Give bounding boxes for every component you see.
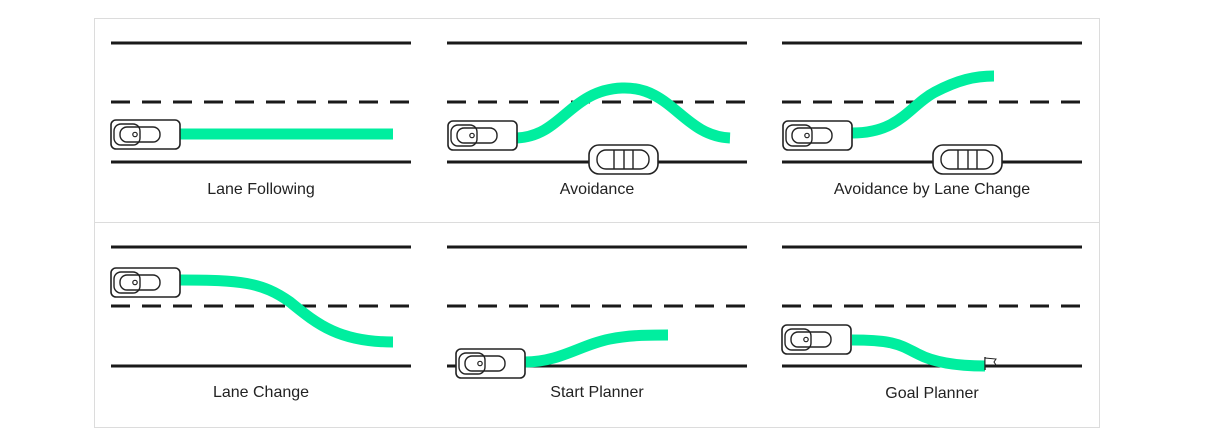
- panel-lane-following: Lane Following: [110, 41, 411, 198]
- panel-label: Goal Planner: [885, 385, 979, 402]
- planned-path: [516, 82, 731, 144]
- panel-label: Avoidance: [560, 181, 635, 198]
- panel-avoidance: Avoidance: [447, 41, 747, 198]
- panel-start-planner: Start Planner: [447, 245, 747, 401]
- panel-label: Start Planner: [550, 384, 644, 401]
- panel-lane-change: Lane Change: [110, 245, 411, 401]
- ego-car-icon: [110, 267, 181, 298]
- panel-avoidance-by-lane-change: Avoidance by Lane Change: [782, 41, 1082, 198]
- ego-car-icon: [110, 119, 181, 150]
- ego-car-icon: [782, 120, 853, 151]
- planned-path: [851, 334, 986, 372]
- panel-goal-planner: Goal Planner: [781, 245, 1082, 402]
- planned-path: [179, 274, 394, 348]
- panel-label: Avoidance by Lane Change: [834, 181, 1030, 198]
- obstacle-car-icon: [932, 144, 1003, 175]
- panel-label: Lane Following: [207, 181, 315, 198]
- planned-path: [524, 329, 669, 368]
- ego-car-icon: [781, 324, 852, 355]
- planned-path: [851, 70, 995, 139]
- ego-car-icon: [455, 348, 526, 379]
- panel-label: Lane Change: [213, 384, 309, 401]
- obstacle-car-icon: [588, 144, 659, 175]
- ego-car-icon: [447, 120, 518, 151]
- goal-flag-icon: [984, 357, 997, 370]
